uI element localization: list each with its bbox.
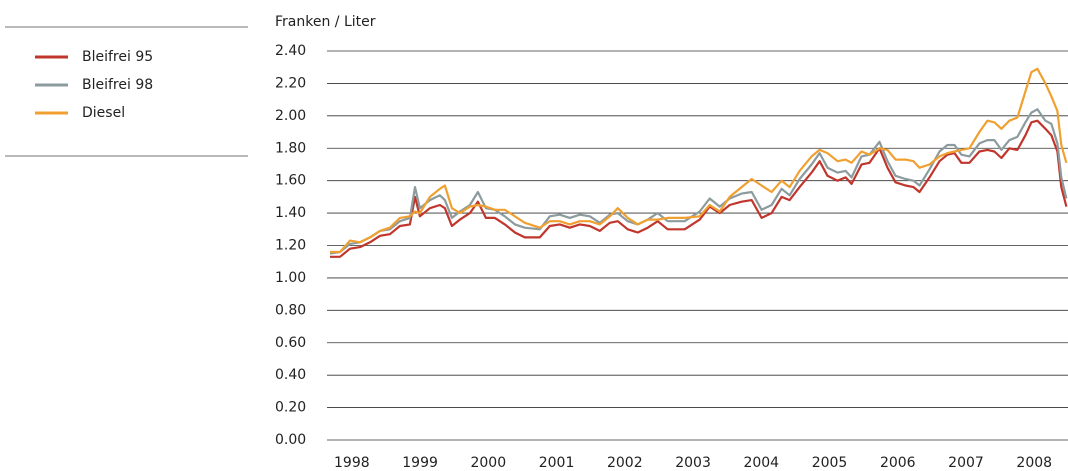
y-tick-label: 0.40: [275, 367, 306, 383]
x-tick-label: 1998: [334, 455, 370, 471]
y-tick-label: 1.40: [275, 205, 306, 221]
x-tick-label: 2005: [812, 455, 848, 471]
y-tick-label: 2.40: [275, 43, 306, 59]
y-tick-label: 0.60: [275, 335, 306, 351]
x-tick-label: 1999: [402, 455, 438, 471]
x-tick-label: 2002: [607, 455, 643, 471]
legend-label: Bleifrei 95: [82, 49, 153, 65]
x-tick-label: 2007: [948, 455, 984, 471]
x-tick-label: 2001: [539, 455, 575, 471]
x-tick-label: 2003: [675, 455, 711, 471]
y-tick-label: 0.20: [275, 400, 306, 416]
y-axis-label: Franken / Liter: [275, 14, 376, 30]
y-tick-label: 1.60: [275, 173, 306, 189]
line-series: [330, 119, 1068, 258]
line-series: [330, 67, 1068, 254]
line-series: [329, 108, 1068, 255]
y-tick-label: 2.20: [275, 75, 306, 91]
y-tick-label: 2.00: [275, 108, 306, 124]
y-tick-label: 0.00: [275, 432, 306, 448]
y-tick-label: 1.80: [275, 140, 306, 156]
y-tick-label: 1.20: [275, 238, 306, 254]
legend-label: Bleifrei 98: [82, 77, 153, 93]
x-tick-label: 2000: [470, 455, 506, 471]
legend-label: Diesel: [82, 105, 125, 121]
x-tick-label: 2008: [1016, 455, 1052, 471]
x-tick-label: 2006: [880, 455, 916, 471]
y-tick-label: 1.00: [275, 270, 306, 286]
x-tick-label: 2004: [743, 455, 779, 471]
y-tick-label: 0.80: [275, 302, 306, 318]
